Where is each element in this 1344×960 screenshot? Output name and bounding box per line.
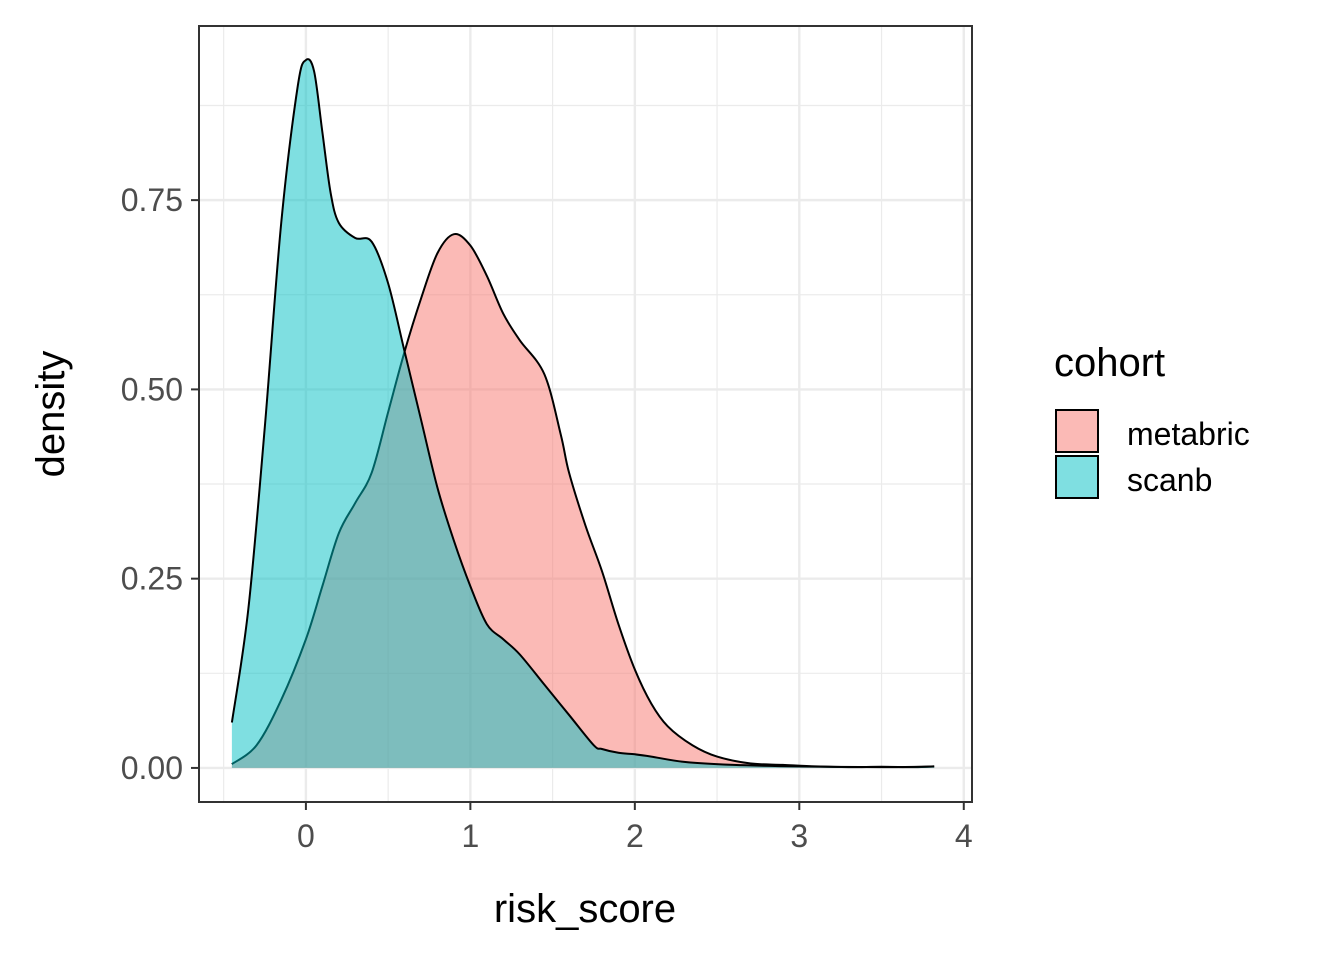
x-axis: 0 1 2 3 4 xyxy=(297,802,973,854)
y-axis: 0.00 0.25 0.50 0.75 xyxy=(121,182,199,786)
x-tick-label: 2 xyxy=(626,818,644,854)
legend-key-scanb xyxy=(1055,455,1099,499)
x-tick-label: 4 xyxy=(955,818,973,854)
y-axis-title: density xyxy=(29,351,73,478)
legend-label-scanb: scanb xyxy=(1127,462,1212,498)
y-tick-label: 0.50 xyxy=(121,371,183,407)
legend-key-metabric xyxy=(1055,409,1099,453)
x-axis-title: risk_score xyxy=(494,887,676,931)
density-area-scanb xyxy=(231,59,935,768)
x-tick-label: 0 xyxy=(297,818,315,854)
x-tick-label: 3 xyxy=(790,818,808,854)
y-tick-label: 0.00 xyxy=(121,750,183,786)
legend-label-metabric: metabric xyxy=(1127,416,1250,452)
series-layer xyxy=(230,58,935,769)
y-tick-label: 0.25 xyxy=(121,561,183,597)
y-tick-label: 0.75 xyxy=(121,182,183,218)
x-tick-label: 1 xyxy=(461,818,479,854)
density-line-scanb xyxy=(230,58,935,769)
legend-title: cohort xyxy=(1054,341,1165,385)
plot-panel-border xyxy=(198,25,973,803)
legend: cohort metabric scanb xyxy=(1054,341,1250,499)
